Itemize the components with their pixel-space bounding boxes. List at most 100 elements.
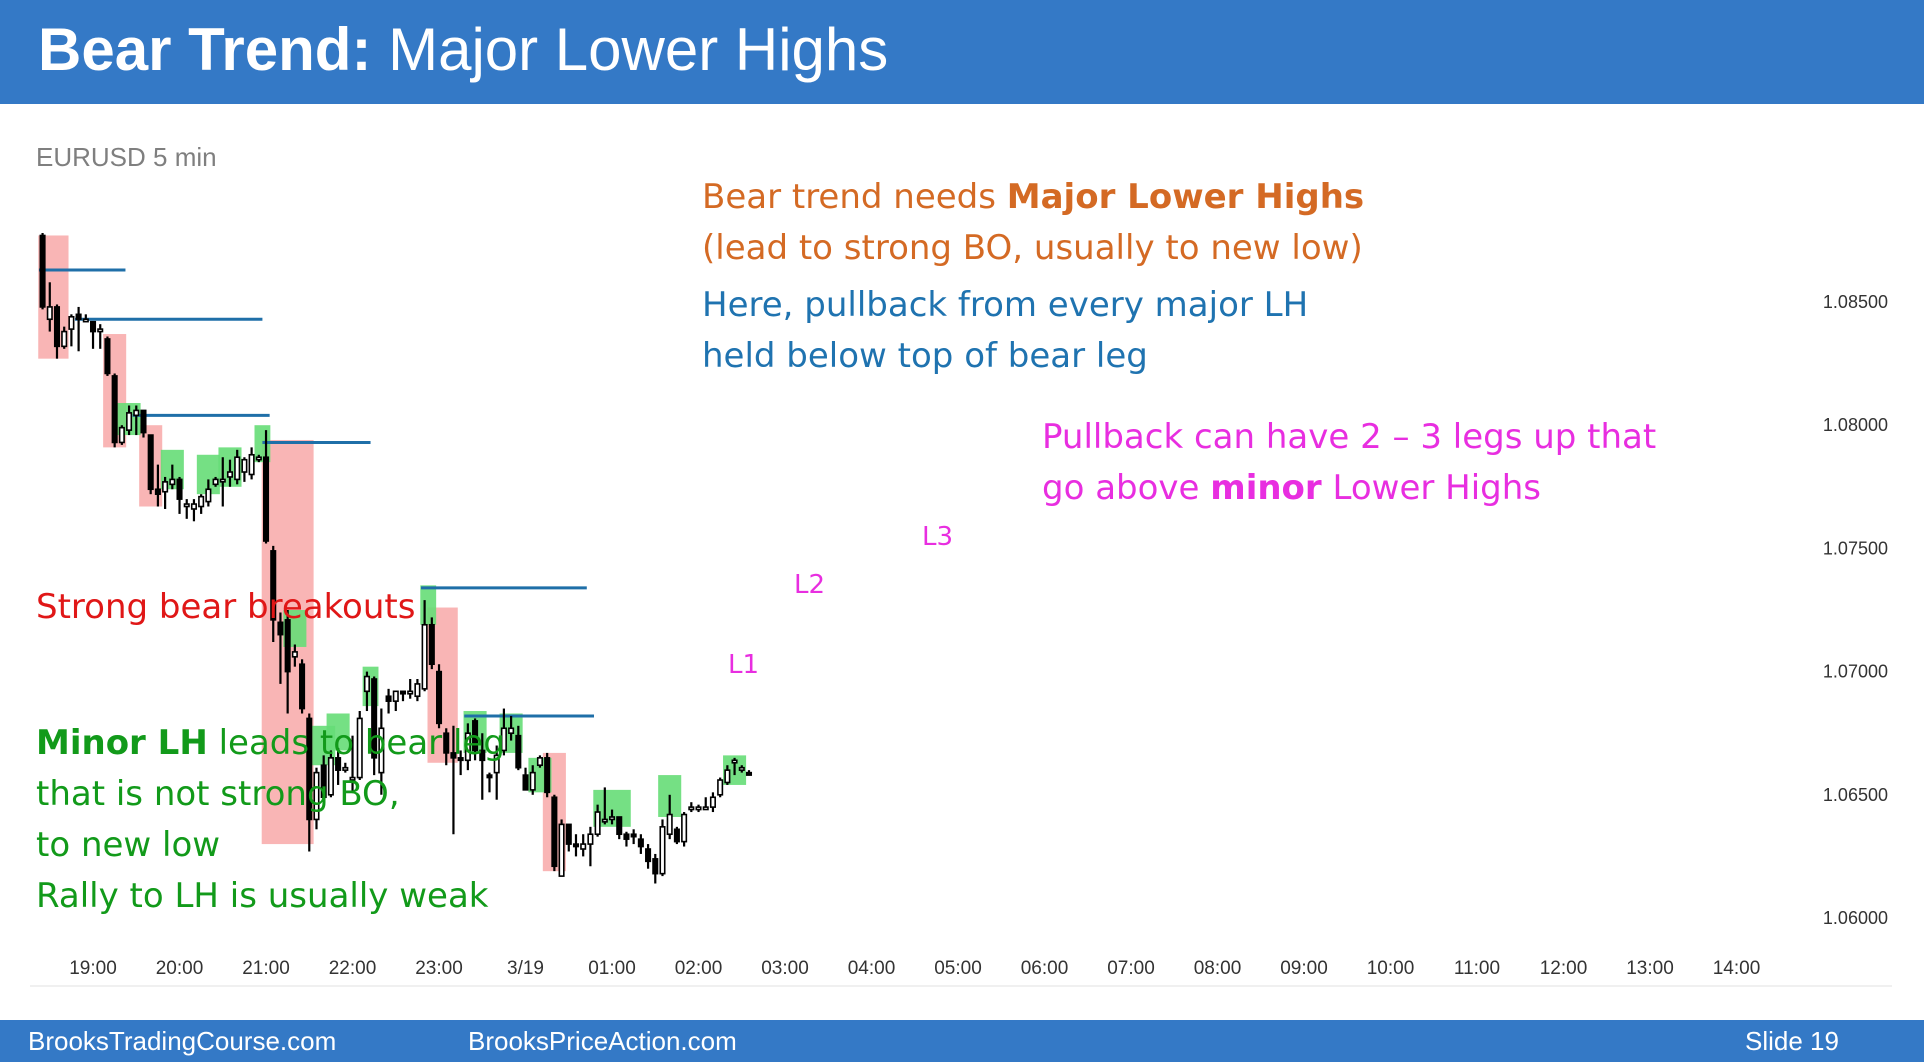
- magenta-line2-post: Lower Highs: [1321, 468, 1542, 508]
- bear-candle: [450, 752, 457, 759]
- bull-candle: [681, 813, 688, 843]
- bear-candle: [176, 478, 183, 500]
- bear-candle: [551, 796, 558, 868]
- bull-candle: [327, 757, 334, 796]
- bull-candle: [724, 769, 731, 784]
- bull-candle: [738, 766, 745, 771]
- footer-left-link[interactable]: BrooksTradingCourse.com: [28, 1026, 337, 1056]
- bull-candle: [61, 330, 68, 348]
- bear-candle: [399, 690, 407, 695]
- bull-candle: [190, 503, 197, 510]
- bull-candle: [508, 727, 515, 734]
- bear-candle: [306, 717, 313, 821]
- bull-pullback-box: [326, 713, 350, 751]
- note-pullback-held: Here, pullback from every major LH held …: [702, 280, 1308, 382]
- red-line1: Strong bear breakouts: [36, 587, 416, 627]
- bear-candle: [262, 456, 270, 542]
- magenta-line2-bold: minor: [1210, 468, 1322, 508]
- bear-candle: [623, 833, 630, 840]
- bull-candle: [580, 843, 587, 850]
- green-line3: to new low: [36, 825, 221, 865]
- orange-line2: (lead to strong BO, usually to new low): [702, 228, 1363, 268]
- bear-candle: [544, 757, 551, 794]
- blue-line2: held below top of bear leg: [702, 336, 1148, 376]
- bull-candle: [46, 306, 53, 321]
- x-tick-label: 09:00: [1280, 958, 1328, 979]
- bull-candle: [666, 813, 673, 836]
- bull-candle: [241, 458, 248, 473]
- bull-pullback-box: [420, 585, 437, 625]
- x-tick-label: 07:00: [1107, 958, 1155, 979]
- bull-candle: [82, 318, 89, 323]
- footer-bar: BrooksTradingCourse.com BrooksPriceActio…: [0, 1020, 1924, 1062]
- x-tick-label: 11:00: [1454, 958, 1500, 979]
- y-tick-label: 1.06500: [1823, 785, 1888, 805]
- bull-candle: [133, 409, 140, 417]
- bull-candle: [500, 727, 507, 752]
- bull-candle: [659, 826, 666, 875]
- x-tick-label: 10:00: [1367, 958, 1415, 979]
- x-tick-label: 02:00: [675, 958, 723, 979]
- bear-candle: [371, 678, 378, 759]
- note-minor-lh: Minor LH leads to bear leg that is not s…: [36, 718, 505, 922]
- title-bold: Bear Trend:: [38, 16, 372, 83]
- bull-candle: [608, 816, 616, 821]
- bull-candle: [493, 754, 500, 774]
- bull-candle: [169, 478, 176, 486]
- bull-candle: [349, 776, 356, 781]
- bear-candle: [565, 823, 572, 845]
- x-tick-label: 03:00: [761, 958, 809, 979]
- label-l2: L2: [794, 570, 826, 600]
- note-pullback-legs: Pullback can have 2 – 3 legs up that go …: [1042, 412, 1656, 514]
- green-line1-rest: leads to bear leg: [207, 723, 505, 763]
- bear-candle: [39, 234, 46, 308]
- bull-candle: [536, 757, 543, 767]
- bull-candle: [255, 456, 262, 461]
- bear-candle: [572, 843, 580, 848]
- bear-candle: [652, 858, 659, 875]
- bull-candle: [587, 833, 594, 845]
- bull-candle: [226, 471, 234, 478]
- bull-candle: [183, 503, 190, 508]
- bull-candle: [407, 690, 414, 695]
- bull-candle: [118, 426, 125, 444]
- y-tick-label: 1.08000: [1823, 415, 1888, 435]
- bear-candle: [457, 757, 464, 762]
- bull-candle: [709, 796, 716, 808]
- x-tick-label: 12:00: [1540, 958, 1588, 979]
- magenta-line1: Pullback can have 2 – 3 legs up that: [1042, 417, 1657, 457]
- x-tick-label: 21:00: [242, 958, 290, 979]
- bull-candle: [97, 328, 104, 333]
- x-tick-label: 05:00: [934, 958, 982, 979]
- bear-candle: [284, 619, 291, 673]
- bear-candle: [270, 550, 277, 621]
- note-major-lower-highs: Bear trend needs Major Lower Highs (lead…: [702, 172, 1364, 274]
- candles: [39, 233, 753, 884]
- bull-candle: [702, 806, 709, 811]
- bull-candle: [464, 732, 471, 762]
- bear-candle: [335, 757, 342, 771]
- x-tick-label: 13:00: [1626, 958, 1674, 979]
- bull-candle: [688, 806, 695, 811]
- bull-candle: [291, 651, 298, 658]
- axes: 1.08500 1.08000 1.07500 1.07000 1.06500 1.060…: [30, 292, 1892, 987]
- bear-candle: [385, 695, 392, 702]
- y-tick-label: 1.07500: [1823, 538, 1888, 558]
- bull-candle: [363, 675, 370, 693]
- bear-candle: [89, 320, 97, 333]
- bull-candle: [126, 412, 133, 431]
- bull-candle: [529, 771, 536, 791]
- bear-candle: [673, 828, 680, 843]
- x-tick-label: 3/19: [507, 958, 544, 979]
- bear-candle: [745, 771, 753, 776]
- price-chart: 1.08500 1.08000 1.07500 1.07000 1.06500 1.060…: [30, 233, 1892, 987]
- green-line1-bold: Minor LH: [36, 723, 208, 763]
- green-line2: that is not strong BO,: [36, 774, 400, 814]
- bear-candle: [515, 734, 522, 769]
- symbol-label: EURUSD 5 min: [36, 142, 217, 172]
- footer-center-link[interactable]: BrooksPriceAction.com: [468, 1026, 737, 1056]
- bear-candle: [637, 838, 644, 848]
- bear-candle: [104, 338, 111, 375]
- bear-candle: [111, 375, 118, 444]
- x-tick-label: 19:00: [69, 958, 117, 979]
